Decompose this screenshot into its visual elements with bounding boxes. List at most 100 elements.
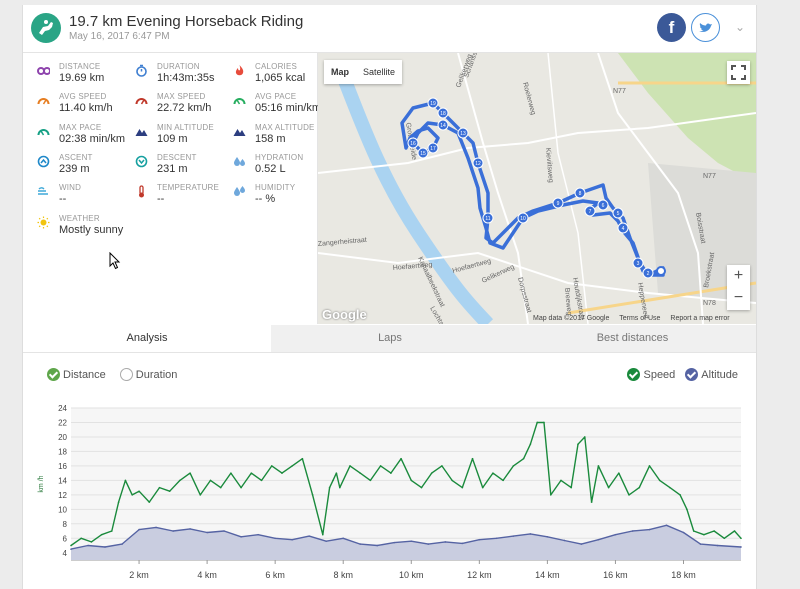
altitude-point: [206, 531, 208, 534]
stat-value: 0.52 L: [255, 163, 286, 175]
speed-line: [70, 421, 742, 547]
map-river: [331, 60, 494, 324]
speed-point: [570, 486, 573, 489]
speed-point: [529, 443, 532, 445]
mouse-cursor-icon: [109, 252, 121, 270]
km-marker[interactable]: [437, 119, 449, 131]
km-marker[interactable]: [642, 267, 654, 279]
speed-point: [158, 486, 161, 489]
speed-point: [713, 530, 715, 532]
y-tick-label: 10: [58, 505, 67, 514]
stat-value: 1,065 kcal: [255, 72, 306, 84]
map-type-satellite-button[interactable]: Satellite: [363, 67, 396, 77]
altitude-point: [631, 530, 634, 532]
km-marker[interactable]: [552, 197, 564, 209]
zoom-out-button[interactable]: −: [733, 289, 744, 306]
km-marker[interactable]: [407, 137, 419, 149]
speed-point: [117, 501, 120, 503]
speed-toggle[interactable]: Speed: [627, 368, 675, 381]
speed-point: [260, 479, 263, 482]
distance-toggle[interactable]: Distance: [47, 368, 106, 381]
checked-icon: [685, 368, 699, 381]
altitude-point: [563, 539, 566, 542]
km-marker[interactable]: [517, 212, 529, 224]
start-finish-pin[interactable]: [656, 266, 666, 276]
tab-analysis[interactable]: Analysis: [23, 325, 271, 352]
speed-point: [607, 486, 610, 489]
km-marker[interactable]: [437, 107, 449, 119]
altitude-point: [359, 543, 362, 545]
stat-label: TEMPERATURE: [157, 183, 220, 192]
speed-point: [100, 533, 103, 536]
km-marker[interactable]: [612, 207, 624, 219]
km-marker[interactable]: [632, 257, 644, 269]
twitter-share-button[interactable]: [691, 13, 720, 42]
duration-toggle-label: Duration: [135, 368, 178, 381]
road-label: N77: [703, 173, 716, 180]
km-marker-label: 4: [622, 226, 625, 232]
duration-toggle[interactable]: Duration: [119, 368, 178, 381]
terms-of-use-link[interactable]: Terms of Use: [619, 315, 661, 322]
twitter-icon: [699, 23, 712, 32]
report-map-error-link[interactable]: Report a map error: [670, 315, 730, 322]
km-marker[interactable]: [427, 97, 439, 109]
stat-label: WIND: [59, 183, 82, 192]
altitude-point: [104, 546, 106, 548]
stat-label: ASCENT: [59, 153, 93, 162]
speed-point: [648, 465, 651, 467]
checked-icon: [47, 368, 60, 381]
speed-point: [168, 490, 171, 493]
km-marker[interactable]: [584, 205, 596, 217]
stat-temperature: TEMPERATURE --: [127, 180, 225, 210]
route-map[interactable]: Schansstraat Roelerweg Kieviitsweg Houtdijk…: [318, 53, 756, 324]
zoom-in-button[interactable]: +: [733, 267, 744, 284]
distance-toggle-label: Distance: [63, 368, 106, 381]
altitude-point: [410, 540, 413, 542]
km-marker[interactable]: [427, 142, 439, 154]
stat-label: WEATHER: [59, 214, 100, 223]
speed-point: [461, 486, 464, 489]
speed-point: [584, 436, 586, 438]
chevron-down-icon[interactable]: ⌄: [735, 20, 746, 34]
km-marker[interactable]: [597, 199, 609, 211]
map-type-control: Map Satellite: [324, 60, 403, 84]
speed-point: [219, 486, 222, 489]
speed-point: [332, 479, 334, 482]
km-marker[interactable]: [574, 187, 586, 199]
speed-point: [179, 479, 181, 482]
stat-value: 158 m: [255, 133, 286, 145]
km-marker[interactable]: [417, 147, 429, 159]
stat-value: 1h:43m:35s: [157, 72, 215, 84]
descent-icon: [135, 155, 148, 168]
map-canvas[interactable]: SchansstraatRoelerwegKieviitswegHoutdijk…: [318, 53, 756, 324]
stopwatch-icon: [135, 64, 148, 77]
fullscreen-button[interactable]: [727, 61, 750, 84]
km-marker-label: 18: [440, 111, 446, 117]
km-marker-label: 16: [410, 141, 416, 147]
stat-value: 109 m: [157, 133, 188, 145]
km-marker[interactable]: [472, 157, 484, 169]
speed-point: [492, 472, 494, 474]
map-type-map-button[interactable]: Map: [331, 67, 349, 77]
altitude-toggle[interactable]: Altitude: [685, 368, 738, 381]
speed-point: [322, 533, 324, 536]
stat-humidity: HUMIDITY -- %: [225, 180, 323, 210]
km-marker[interactable]: [617, 222, 629, 234]
km-marker[interactable]: [482, 212, 494, 224]
speed-point: [410, 479, 413, 482]
stat-hydration: HYDRATION 0.52 L: [225, 150, 323, 180]
altitude-point: [529, 533, 532, 535]
stat-duration: DURATION 1h:43m:35s: [127, 59, 225, 89]
road-label: Zangerheistraat: [318, 237, 367, 248]
y-tick-label: 4: [63, 549, 68, 558]
speed-point: [390, 472, 392, 474]
facebook-share-button[interactable]: f: [657, 13, 686, 42]
altitude-point: [461, 542, 464, 545]
speed-point: [189, 472, 191, 474]
map-data-text: Map data ©2017 Google: [533, 315, 610, 322]
tab-best-distances[interactable]: Best distances: [509, 325, 756, 352]
altitude-point: [716, 544, 719, 547]
speed-altitude-chart[interactable]: 4 6 8 10 12 14 16 18 20 22 24 2 km 4 km 6 km 8 km 10 km…: [23, 353, 756, 589]
km-marker[interactable]: [457, 127, 469, 139]
tab-laps[interactable]: Laps: [271, 325, 509, 352]
